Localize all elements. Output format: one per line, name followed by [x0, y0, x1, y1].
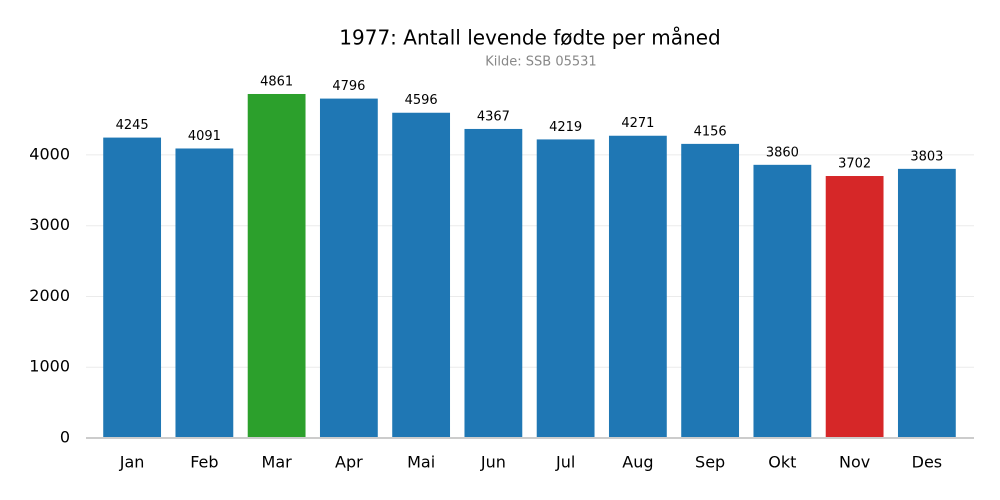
- chart-title: 1977: Antall levende fødte per måned: [339, 26, 720, 50]
- bar: [464, 128, 523, 438]
- data-label: 4245: [116, 118, 149, 133]
- y-tick-label: 1000: [29, 357, 70, 376]
- y-tick-label: 2000: [29, 286, 70, 305]
- bar: [103, 137, 162, 439]
- bar: [247, 93, 306, 438]
- x-tick-label: Feb: [190, 453, 218, 472]
- data-label: 4861: [260, 74, 293, 89]
- x-tick-label: Aug: [622, 453, 653, 472]
- y-tick-label: 3000: [29, 215, 70, 234]
- data-label: 4596: [405, 93, 438, 108]
- data-label: 4271: [621, 116, 654, 131]
- data-label: 3702: [838, 157, 871, 172]
- x-tick-label: Apr: [335, 453, 363, 472]
- data-label: 4219: [549, 120, 582, 135]
- y-tick-label: 0: [60, 428, 70, 447]
- x-tick-label: Jun: [480, 453, 506, 472]
- bar: [681, 143, 740, 439]
- chart-subtitle: Kilde: SSB 05531: [485, 55, 596, 70]
- bar: [319, 98, 378, 439]
- bar: [536, 139, 595, 438]
- bar: [608, 135, 667, 438]
- x-tick-label: Jan: [119, 453, 145, 472]
- bar: [753, 164, 812, 439]
- data-label: 3860: [766, 145, 799, 160]
- x-tick-label: Nov: [839, 453, 870, 472]
- bar: [897, 168, 956, 438]
- x-tick-label: Mai: [407, 453, 435, 472]
- data-label: 4367: [477, 109, 510, 124]
- x-tick-label: Des: [912, 453, 943, 472]
- x-tick-label: Mar: [262, 453, 293, 472]
- bar: [392, 112, 451, 438]
- bar: [175, 148, 234, 438]
- data-label: 3803: [910, 149, 943, 164]
- data-label: 4156: [694, 124, 727, 139]
- data-label: 4796: [332, 79, 365, 94]
- bar: [825, 176, 884, 438]
- x-tick-label: Jul: [555, 453, 575, 472]
- x-tick-label: Sep: [695, 453, 725, 472]
- data-label: 4091: [188, 129, 221, 144]
- x-tick-label: Okt: [768, 453, 796, 472]
- y-tick-label: 4000: [29, 144, 70, 163]
